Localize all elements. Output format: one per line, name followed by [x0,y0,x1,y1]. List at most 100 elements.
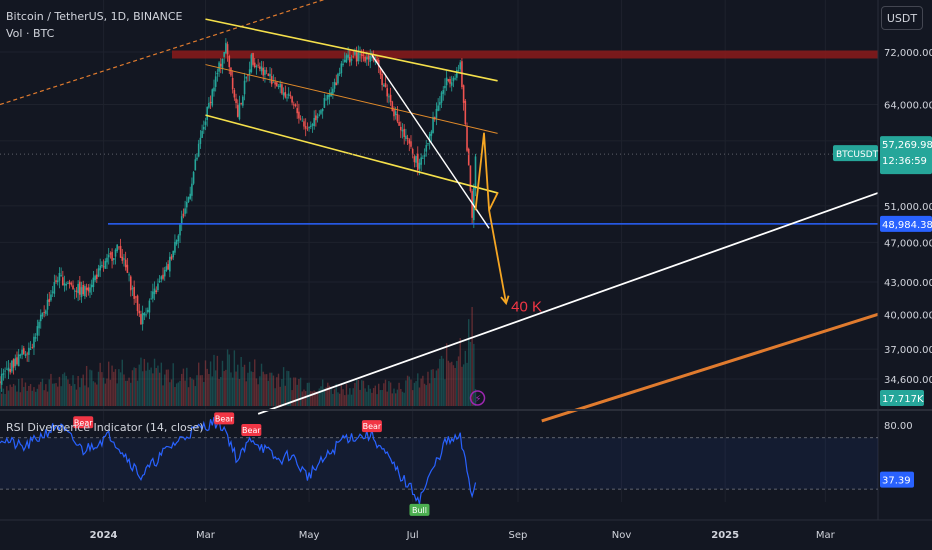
volume-bar [174,387,176,406]
candle-body [63,283,66,286]
volume-bar [33,387,35,406]
volume-bar [211,376,213,406]
volume-bar [53,383,56,406]
candle-body [197,143,200,157]
volume-bar [191,378,193,406]
candle-body [170,256,173,260]
volume-bar [260,363,263,406]
candle-body [262,67,265,76]
candle-body [80,287,83,298]
volume-bar [279,386,281,406]
volume-bar [48,379,50,406]
rsi-signal-badge [214,412,235,425]
candle-body [51,291,54,293]
rsi-line [0,417,477,505]
rsi-signal-badge [361,420,382,433]
rsi-signal-badge [73,416,94,429]
candle-body [116,244,118,252]
candle-body [53,282,56,294]
volume-bar [19,392,22,406]
volume-bar [371,392,373,406]
candle-body [352,56,355,58]
volume-bar [245,381,247,406]
candle-body [359,53,361,55]
volume-bar [220,377,222,406]
alert-icon [469,390,486,406]
volume-bar [57,386,59,406]
candle-body [432,116,434,133]
volume-bar [299,377,302,406]
volume-bar [464,350,467,406]
volume-bar [31,390,33,406]
candle-body [194,159,197,171]
volume-bar [126,380,129,406]
candle-body [160,276,163,280]
volume-bar [383,383,385,406]
candle-body [294,104,297,107]
candle-body [133,286,135,299]
volume-bar [55,383,57,406]
volume-bar [228,354,230,406]
candle-body [124,259,127,268]
volume-bar [381,389,383,406]
candle-body [364,56,366,62]
candle-body [189,193,192,199]
currency-button[interactable]: USDT [881,6,923,30]
volume-bar [281,379,283,406]
candle-body [269,73,271,77]
candle-body [84,286,86,297]
volume-bar [119,372,122,406]
candle-body [355,52,358,62]
volume-bar [237,364,239,406]
candle-body [416,153,419,171]
rsi-signal-label: Bear [215,414,234,423]
volume-bar [398,382,400,406]
rsi-signal-badge [241,424,262,436]
candle-body [28,347,30,355]
volume-bar [140,357,142,406]
volume-bar [473,343,475,406]
candle-body [408,139,411,144]
volume-bar [164,374,166,406]
candle-body [94,275,96,281]
volume-bar [179,380,181,406]
volume-bar [26,390,28,406]
volume-bar [70,385,73,406]
volume-bar [145,370,147,406]
candle-body [377,59,380,67]
candle-body [112,258,115,260]
candle-body [381,74,383,86]
volume-bar [114,369,117,406]
candle-body [255,65,258,68]
candle-body [267,73,270,76]
volume-bar [452,365,455,406]
volume-bar [150,367,152,406]
volume-bar [342,389,344,406]
candle-body [186,201,188,208]
volume-bar [116,383,118,406]
candle-body [393,109,395,117]
target-annotation: 40 K [511,298,542,315]
candle-body [97,268,100,277]
candle-body [211,89,214,106]
candle-body [107,254,110,258]
volume-bar [169,382,171,406]
volume-bar [328,385,331,406]
candle-body [427,143,429,144]
candle-body [104,261,107,269]
volume-bar [430,369,433,406]
volume-bar [160,362,163,406]
candle-body [165,266,168,271]
candle-body [109,253,112,255]
candle-body [135,296,137,298]
alert-icon: ⚡ [475,394,482,405]
candle-body [73,290,76,292]
candle-body [19,354,22,356]
volume-bar [274,388,276,406]
volume-bar [123,374,125,406]
volume-bar [121,359,123,406]
candle-body [33,336,35,348]
candle-body [430,131,433,136]
